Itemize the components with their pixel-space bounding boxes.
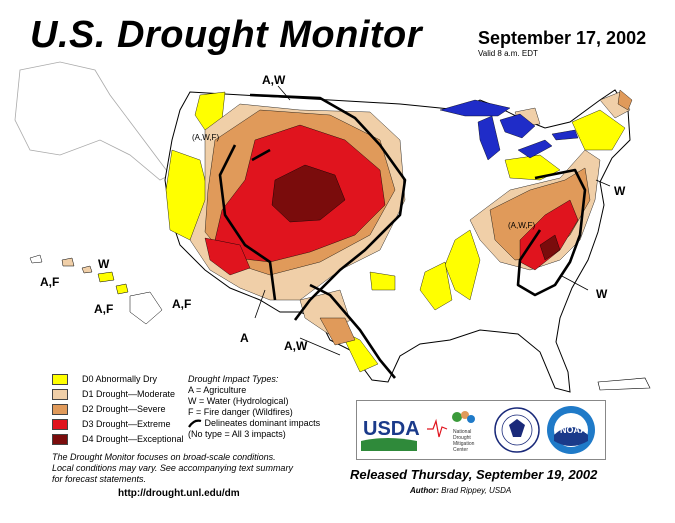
author-line: Author: Brad Rippey, USDA xyxy=(410,486,511,495)
note-line-3: for forecast statements. xyxy=(52,474,147,484)
legend-swatch-d2 xyxy=(52,404,68,415)
impact-fire: F = Fire danger (Wildfires) xyxy=(188,407,293,417)
label-awf-west: (A,W,F) xyxy=(192,133,219,142)
label-af-hawaii-1: A,F xyxy=(40,275,59,289)
legend-label-d4: D4 Drought—Exceptional xyxy=(82,434,184,444)
usda-logo: USDA xyxy=(361,418,420,451)
hawaii xyxy=(29,254,163,325)
agency-logos: USDA National Drought Mitigation Center … xyxy=(356,400,606,460)
label-w-east: W xyxy=(614,184,626,198)
svg-text:Mitigation: Mitigation xyxy=(453,441,475,447)
ndmc-logo: National Drought Mitigation Center xyxy=(427,411,475,453)
source-url[interactable]: http://drought.unl.edu/dm xyxy=(118,488,240,499)
legend-swatch-d1 xyxy=(52,389,68,400)
note-line-1: The Drought Monitor focuses on broad-sca… xyxy=(52,452,276,462)
impact-types: Drought Impact Types: A = Agriculture W … xyxy=(188,374,320,440)
label-leaders xyxy=(254,85,611,356)
impact-none: (No type = All 3 impacts) xyxy=(188,429,286,439)
puerto-rico xyxy=(597,377,651,391)
legend-label-d2: D2 Drought—Severe xyxy=(82,404,166,414)
label-af-southwest: A,F xyxy=(172,297,191,311)
impact-heading: Drought Impact Types: xyxy=(188,374,279,384)
map-title: U.S. Drought Monitor xyxy=(30,14,423,56)
legend-swatch-d0 xyxy=(52,374,68,385)
map-date: September 17, 2002 xyxy=(478,28,647,48)
author-name: Brad Rippey, USDA xyxy=(441,486,512,495)
commerce-seal xyxy=(494,407,540,453)
legend-label-d1: D1 Drought—Moderate xyxy=(82,389,176,399)
great-lakes xyxy=(439,99,579,161)
release-date: Released Thursday, September 19, 2002 xyxy=(350,467,598,482)
valid-time: Valid 8 a.m. EDT xyxy=(478,49,538,58)
label-aw-north: A,W xyxy=(262,73,286,87)
label-aw-texas: A,W xyxy=(284,339,308,353)
logo-strip: USDA National Drought Mitigation Center … xyxy=(361,406,595,454)
svg-text:Drought: Drought xyxy=(453,435,471,441)
label-a-southwest: A xyxy=(240,331,249,345)
svg-text:National: National xyxy=(453,429,471,435)
impact-agriculture: A = Agriculture xyxy=(188,385,247,395)
impact-boundaries xyxy=(218,93,587,379)
legend-label-d0: D0 Abnormally Dry xyxy=(82,374,158,384)
svg-text:Center: Center xyxy=(453,447,468,453)
legend-swatch-d4 xyxy=(52,434,68,445)
svg-text:USDA: USDA xyxy=(363,418,420,440)
d4-areas xyxy=(271,164,561,261)
note-line-2: Local conditions may vary. See accompany… xyxy=(52,463,293,473)
impact-water: W = Water (Hydrological) xyxy=(188,396,289,406)
impact-delineates-label: Delineates dominant impacts xyxy=(204,418,321,428)
disclaimer-note: The Drought Monitor focuses on broad-sca… xyxy=(52,452,352,485)
author-label: Author: xyxy=(410,486,439,495)
impact-delineates: Delineates dominant impacts xyxy=(188,418,320,429)
legend-label-d3: D3 Drought—Extreme xyxy=(82,419,171,429)
svg-text:NOAA: NOAA xyxy=(560,425,587,435)
label-w-southeast: W xyxy=(596,287,608,301)
label-awf-east: (A,W,F) xyxy=(508,221,535,230)
noaa-logo: NOAA xyxy=(547,406,595,454)
label-w-hawaii: W xyxy=(98,257,110,271)
boundary-line-icon xyxy=(188,419,202,428)
alaska-outline xyxy=(14,61,171,181)
label-af-hawaii-2: A,F xyxy=(94,302,113,316)
legend-swatch-d3 xyxy=(52,419,68,430)
